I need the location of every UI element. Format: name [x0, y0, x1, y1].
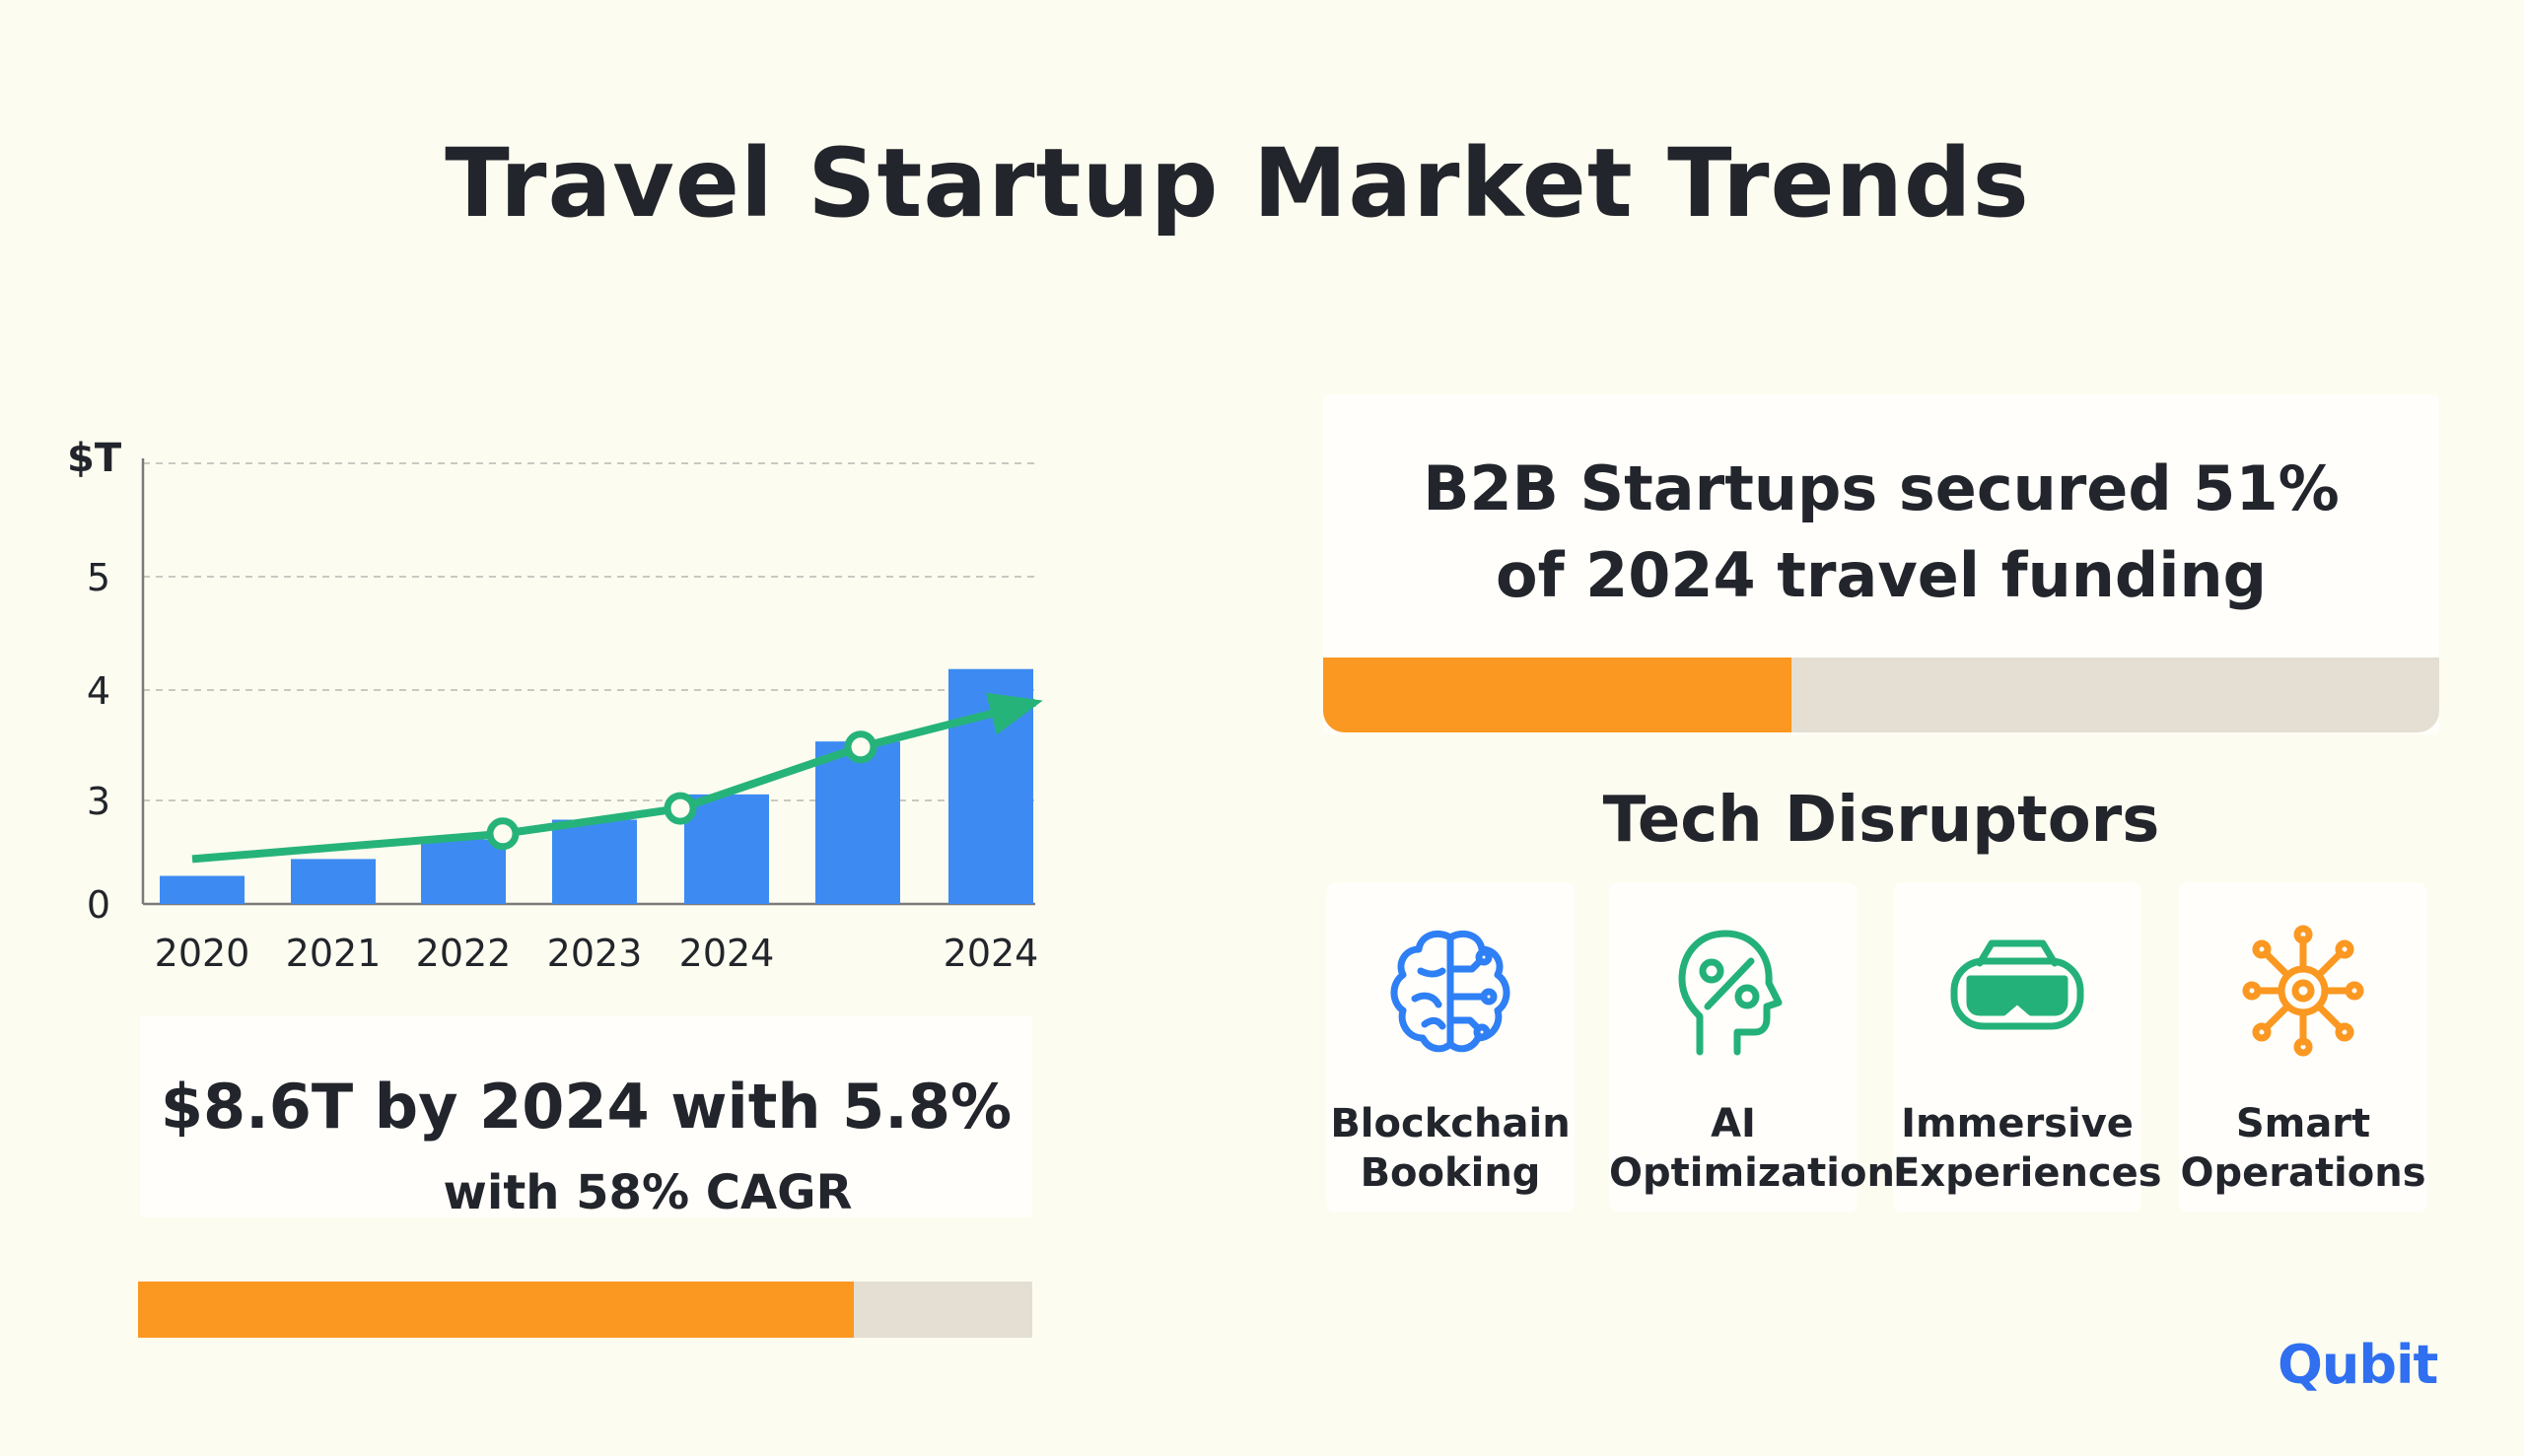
bar	[684, 794, 769, 904]
vr-headset-icon	[1950, 939, 2084, 1030]
disruptors-title: Tech Disruptors	[1602, 784, 2160, 857]
qubit-logo: Qubit	[2278, 1334, 2438, 1396]
disruptor-label-line2: Optimization	[1609, 1150, 1895, 1196]
market-size-headline: $8.6T by 2024 with 5.8%	[160, 1071, 1013, 1143]
market-progress-bar	[138, 1282, 1032, 1338]
bar	[421, 839, 506, 904]
bar	[815, 741, 900, 904]
funding-headline-line2: of 2024 travel funding	[1495, 539, 2268, 611]
brain-circuit-icon	[1390, 931, 1510, 1053]
x-tick-label: 2023	[547, 932, 643, 975]
trend-arrowhead	[985, 692, 1043, 735]
bar	[291, 859, 376, 904]
disruptor-tile-immersive: Immersive Experiences	[1893, 882, 2162, 1213]
trend-marker	[844, 730, 877, 764]
disruptor-label-line1: Smart	[2235, 1101, 2371, 1146]
disruptor-tile-ai: AI Optimization	[1609, 882, 1895, 1213]
x-tick-label: 2024	[944, 932, 1039, 975]
market-progress-fill	[138, 1282, 854, 1338]
y-tick-label: 0	[87, 883, 110, 927]
y-tick-label: 5	[87, 556, 110, 599]
disruptor-label-line1: Immersive	[1901, 1101, 2134, 1146]
trend-marker	[486, 817, 520, 851]
disruptor-label-line2: Experiences	[1893, 1150, 2162, 1196]
trend-marker	[664, 792, 697, 825]
disruptor-label-line2: Operations	[2180, 1150, 2426, 1196]
network-hub-icon	[2242, 925, 2364, 1057]
funding-headline-line1: B2B Startups secured 51%	[1423, 452, 2340, 524]
disruptor-label-line1: AI	[1711, 1101, 1756, 1146]
x-tick-label: 2021	[286, 932, 382, 975]
market-size-card: $8.6T by 2024 with 5.8% with 58% CAGR	[140, 1015, 1032, 1217]
disruptor-label-line2: Booking	[1360, 1150, 1541, 1196]
y-tick-label: 3	[87, 780, 110, 823]
funding-card: B2B Startups secured 51% of 2024 travel …	[1323, 394, 2439, 734]
x-tick-label: 2024	[679, 932, 775, 975]
y-axis-label: $T	[67, 436, 122, 481]
page-title: Travel Startup Market Trends	[445, 128, 2030, 239]
disruptor-tile-blockchain: Blockchain Booking	[1326, 882, 1575, 1213]
funding-progress-fill	[1323, 658, 1792, 732]
head-percent-icon	[1678, 930, 1783, 1056]
x-tick-label: 2022	[416, 932, 512, 975]
bar	[552, 819, 637, 904]
market-size-chart: $T 0 3 4 5 2020 2021 2022 2023 2024 2024	[67, 436, 1043, 975]
market-cagr-text: with 58% CAGR	[443, 1165, 853, 1220]
bar	[160, 875, 245, 904]
funding-progress-bar	[1323, 658, 2439, 732]
disruptor-tile-smart-ops: Smart Operations	[2179, 882, 2427, 1213]
x-tick-label: 2020	[155, 932, 250, 975]
y-tick-label: 4	[87, 669, 110, 713]
disruptor-label-line1: Blockchain	[1330, 1101, 1571, 1146]
